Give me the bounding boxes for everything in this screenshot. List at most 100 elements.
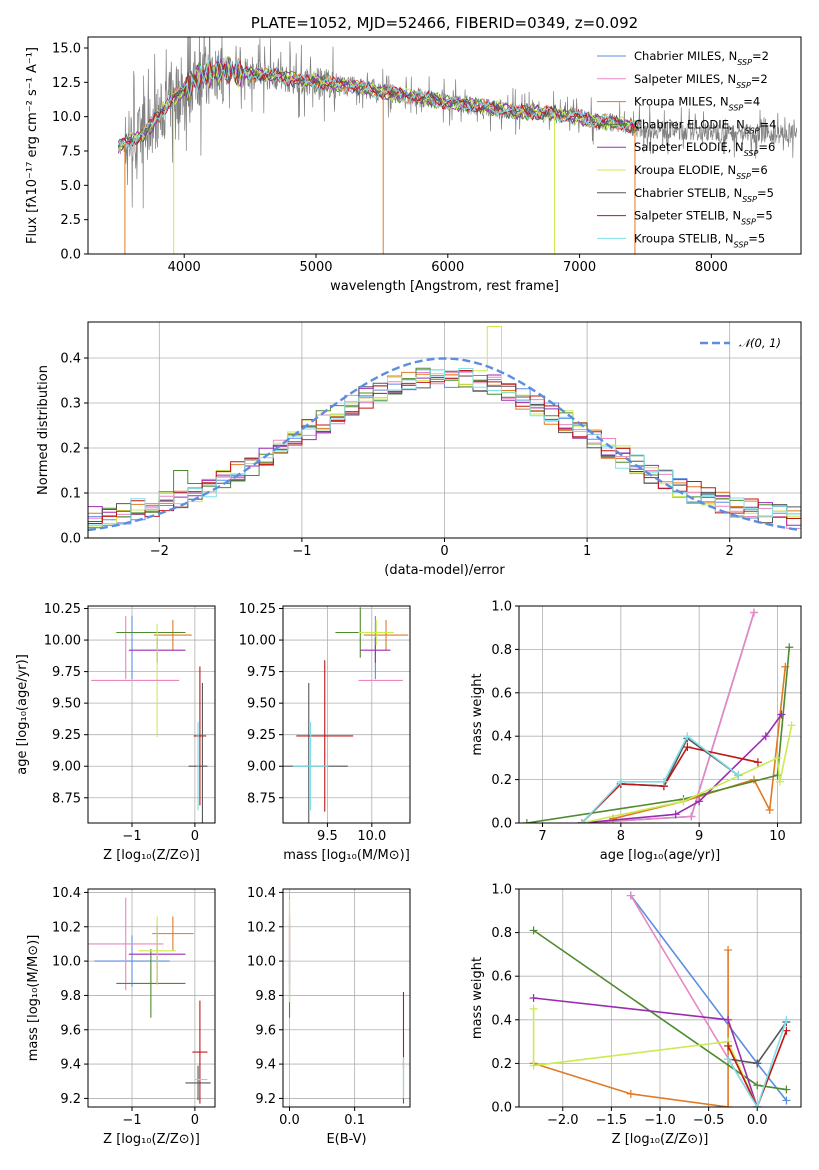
x-tick-label: 4000 <box>168 260 201 275</box>
errorbar-kroupa-miles <box>152 916 194 951</box>
x-tick-label: 8000 <box>695 260 728 275</box>
series-chabrier-miles <box>577 608 758 823</box>
series-salpeter-miles <box>626 891 762 1107</box>
legend-count: =6 <box>751 163 768 177</box>
x-axis-label: wavelength [Angstrom, rest frame] <box>330 279 559 294</box>
axes-frame <box>87 605 216 824</box>
x-axis-label: Z [log₁₀(Z/Z⊙)] <box>103 1132 200 1147</box>
legend-subscript: SSP <box>744 149 759 158</box>
series-marker <box>785 643 794 652</box>
legend-label-kroupa-stelib: Kroupa STELIB, NSSP=5 <box>634 231 765 249</box>
series-marker <box>782 1015 791 1024</box>
series-marker <box>782 1026 791 1035</box>
series-chabrier-elodie <box>522 643 794 823</box>
y-tick-label: 0.4 <box>60 352 81 367</box>
x-tick-label: 10 <box>769 829 786 844</box>
y-tick-label: 0.6 <box>491 686 512 701</box>
y-tick-label: 9.50 <box>247 697 276 712</box>
legend-count: =2 <box>752 49 769 63</box>
errorbar-chabrier-elodie <box>116 949 186 1018</box>
legend-count: =6 <box>758 140 775 154</box>
series-marker <box>777 710 786 719</box>
mass-vs-EBV-plot-area <box>288 897 405 1104</box>
series-marker <box>724 946 733 955</box>
series-marker <box>753 1103 762 1107</box>
errorbar-kroupa-miles <box>154 619 192 651</box>
series-marker <box>782 1096 791 1105</box>
series-salpeter-stelib <box>577 743 762 823</box>
axes-frame <box>282 888 411 1108</box>
y-tick-label: 0.0 <box>491 1101 512 1116</box>
series-marker <box>577 819 586 823</box>
series-marker <box>695 797 704 806</box>
gaussian-curve <box>88 357 799 532</box>
y-axis-label: mass weight <box>470 957 485 1039</box>
series-marker <box>529 1004 538 1013</box>
legend-label-salpeter-elodie: Salpeter ELODIE, NSSP=6 <box>634 140 775 158</box>
x-tick-label: 10.0 <box>357 829 386 844</box>
legend-count: =5 <box>756 209 773 223</box>
y-tick-label: 9.2 <box>60 1092 81 1107</box>
x-tick-label: −2.0 <box>547 1113 579 1128</box>
series-marker <box>671 810 680 819</box>
series-marker <box>659 777 668 786</box>
y-tick-label: 1.0 <box>491 600 512 615</box>
series-marker <box>683 743 692 752</box>
series-marker <box>529 926 538 935</box>
series-marker <box>765 805 774 814</box>
series-line <box>727 1019 788 1107</box>
y-tick-label: 15.0 <box>52 41 81 56</box>
mass-vs-EBV-panel: 0.0 0.1 9.2 9.4 9.6 9.8 10.0 10.2 10.4 E(B-V) <box>247 886 411 1147</box>
model-line-kroupa-stelib <box>117 58 640 151</box>
series-marker <box>687 812 696 821</box>
series-marker <box>522 819 531 823</box>
series-salpeter-miles <box>577 608 758 823</box>
series-kroupa-miles <box>529 946 733 1107</box>
x-tick-label: 9 <box>695 829 703 844</box>
series-marker <box>775 777 784 786</box>
model-line-salpeter-elodie <box>117 57 639 154</box>
axes-frame <box>87 36 802 255</box>
x-axis-label: Z [log₁₀(Z/Z⊙)] <box>103 848 200 863</box>
y-tick-label: 9.00 <box>247 760 276 775</box>
x-tick-label: 6000 <box>431 260 464 275</box>
series-marker <box>761 732 770 741</box>
series-line <box>581 746 759 823</box>
y-tick-label: 2.5 <box>60 213 81 228</box>
errorbar-salpeter-elodie <box>360 637 391 663</box>
errorbar-salpeter-miles <box>88 897 164 991</box>
mass-weight-vs-Z-panel: −2.0 −1.5 −1.0 −0.5 0.0 0.0 0.2 0.4 0.6 0.8 1.0 Z [… <box>470 883 802 1147</box>
series-marker <box>626 891 635 900</box>
errorbar-salpeter-stelib <box>296 660 354 812</box>
legend-label-kroupa-elodie: Kroupa ELODIE, NSSP=6 <box>634 163 768 181</box>
y-axis-label: age [log₁₀(age/yr)] <box>15 654 30 775</box>
y-tick-label: 9.6 <box>255 1023 276 1038</box>
y-tick-label: 10.2 <box>247 920 276 935</box>
series-marker <box>734 771 743 780</box>
series-marker <box>529 1061 538 1070</box>
x-tick-label: 0 <box>440 544 448 559</box>
x-tick-label: 7000 <box>563 260 596 275</box>
x-tick-label: 0.1 <box>344 1113 365 1128</box>
y-tick-label: 0.0 <box>60 532 81 547</box>
residuals-panel: −2 −1 0 1 2 0.0 0.1 0.2 0.3 0.4 (data-model)/error… <box>36 321 802 578</box>
y-tick-label: 8.75 <box>247 791 276 806</box>
age-vs-Z-panel: −1 0 8.75 9.00 9.25 9.50 9.75 10.00 10.25 Z [log₁… <box>15 602 216 863</box>
legend-subscript: SSP <box>734 240 749 249</box>
y-tick-label: 5.0 <box>60 179 81 194</box>
legend-subscript: SSP <box>745 126 760 135</box>
y-tick-label: 9.25 <box>52 728 81 743</box>
errorbar-kroupa-elodie <box>358 619 395 646</box>
y-tick-label: 9.2 <box>255 1092 276 1107</box>
series-line <box>581 612 755 823</box>
y-tick-label: 12.5 <box>52 76 81 91</box>
x-axis-label: (data-model)/error <box>384 563 505 578</box>
legend-label-salpeter-miles: Salpeter MILES, NSSP=2 <box>634 72 768 90</box>
y-axis-label: mass [log₁₀(M/M⊙)] <box>26 935 41 1062</box>
mass-vs-Z-plot-area <box>88 897 211 1104</box>
y-tick-label: 0.3 <box>60 397 81 412</box>
y-tick-label: 0.4 <box>491 1013 512 1028</box>
y-tick-label: 10.2 <box>52 920 81 935</box>
age-vs-mass-plot-area <box>283 607 409 823</box>
